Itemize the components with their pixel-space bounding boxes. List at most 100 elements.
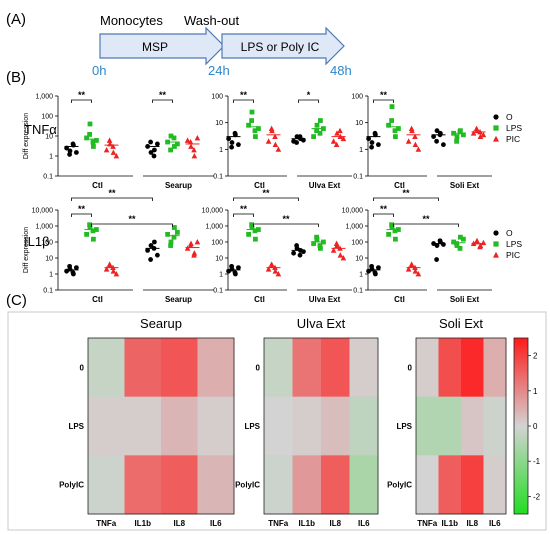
- timeline: Monocytes Wash-out MSP LPS or Poly IC 0h…: [92, 13, 352, 78]
- heatmap-cell: [88, 338, 125, 398]
- data-point: [148, 257, 154, 262]
- data-point: [67, 152, 72, 157]
- significance-label: **: [108, 188, 116, 198]
- data-point: [110, 149, 117, 155]
- data-point: [67, 263, 72, 269]
- heatmap-cell: [264, 396, 293, 456]
- data-point: [106, 137, 113, 143]
- data-point: [454, 241, 459, 246]
- significance-bracket: [91, 223, 173, 227]
- heatmap-cell: [438, 455, 462, 515]
- heatmap-cell: [349, 455, 379, 515]
- data-point: [405, 138, 412, 144]
- significance-label: **: [380, 204, 388, 214]
- heatmap-title: Searup: [140, 316, 182, 331]
- data-point: [415, 271, 422, 277]
- data-point: [175, 141, 180, 147]
- data-point: [103, 146, 110, 153]
- data-point: [184, 245, 191, 251]
- data-point: [431, 134, 436, 140]
- heatmap-soli: Soli Ext 0 LPS PolyIC TNFa IL1b IL8 IL6: [387, 316, 507, 528]
- data-point: [253, 236, 258, 242]
- heatmap-title: Soli Ext: [439, 316, 483, 331]
- data-point: [386, 231, 391, 237]
- data-point: [441, 142, 446, 148]
- data-point: [152, 239, 157, 245]
- scatter-tnf-soli: 0.1 1 10 100 Ctl Soli Ext **: [351, 90, 492, 190]
- heatmap-row-label: PolyIC: [387, 481, 412, 490]
- significance-bracket: [71, 197, 153, 201]
- significance-bracket: [373, 99, 394, 103]
- significance-bracket: [233, 213, 254, 217]
- significance-bracket: [393, 223, 459, 227]
- y-tick-label: 1: [359, 147, 363, 154]
- data-point: [477, 243, 483, 250]
- heatmap-row-label: PolyIC: [59, 481, 84, 490]
- y-tick-label: 10,000: [202, 208, 224, 215]
- y-tick-label: 0.1: [43, 288, 53, 295]
- data-point: [493, 230, 499, 236]
- data-point: [369, 263, 374, 269]
- data-point: [265, 138, 272, 144]
- y-tick-label: 1,000: [35, 94, 53, 101]
- data-point: [184, 137, 191, 143]
- colorbar: 2 1 0 -1 -2: [513, 337, 541, 515]
- x-group-label: Soli Ext: [450, 295, 480, 304]
- data-point: [168, 239, 174, 245]
- data-point: [376, 142, 381, 148]
- y-tick-label: 0.1: [213, 174, 223, 181]
- data-point: [376, 265, 381, 271]
- data-point: [155, 141, 160, 147]
- data-point: [297, 134, 303, 140]
- y-tick-label: 1,000: [205, 224, 223, 231]
- heatmap-cell: [292, 455, 322, 515]
- legend-label: PIC: [506, 134, 520, 144]
- heatmap-col-label: IL6: [489, 519, 501, 528]
- significance-label: **: [78, 90, 86, 100]
- heatmap-row-label: LPS: [68, 422, 84, 431]
- colorbar-tick-label: 2: [533, 352, 538, 361]
- data-point: [314, 122, 320, 128]
- scatter-il1b-soli: 0.1 1 10 100 1,000 10,000 Ctl Soli Ext ** ** **: [342, 188, 492, 304]
- data-point: [451, 239, 456, 245]
- data-point: [369, 144, 374, 150]
- colorbar-tick-label: 0: [533, 422, 538, 431]
- data-point: [434, 138, 439, 144]
- heatmap-col-label: IL6: [358, 519, 370, 528]
- heatmap-border: [263, 337, 379, 515]
- legend-label: O: [506, 112, 513, 122]
- x-group-label: Ctl: [254, 181, 265, 190]
- significance-bracket: [152, 99, 173, 103]
- data-point: [333, 240, 340, 246]
- heatmap-row-label: 0: [80, 363, 85, 372]
- y-tick-label: 10,000: [342, 208, 364, 215]
- data-point: [148, 243, 154, 248]
- data-point: [272, 268, 279, 274]
- x-group-label: Searup: [165, 181, 192, 190]
- y-tick-label: 1: [219, 147, 223, 154]
- scatter-tnf-searup: 0.1 1 10 100 1,000 Diff expression Ctl Searup **…: [23, 90, 214, 190]
- data-point: [434, 243, 440, 248]
- y-tick-label: 10: [355, 256, 363, 263]
- significance-label: **: [240, 90, 248, 100]
- significance-bracket: [71, 99, 92, 103]
- data-point: [113, 271, 120, 277]
- data-point: [458, 234, 463, 240]
- colorbar-tick-label: -1: [533, 457, 541, 466]
- data-point: [461, 236, 466, 242]
- heatmap-col-label: IL8: [329, 519, 341, 528]
- data-point: [249, 222, 254, 228]
- y-tick-label: 10,000: [32, 208, 54, 215]
- significance-label: **: [282, 214, 290, 224]
- data-point: [152, 147, 157, 153]
- data-point: [249, 109, 255, 115]
- heatmap-row-label: PolyIC: [235, 481, 260, 490]
- timeline-time-48h: 48h: [330, 63, 352, 78]
- colorbar-gradient: [513, 337, 529, 515]
- data-point: [393, 134, 398, 140]
- data-point: [334, 130, 340, 136]
- data-point: [275, 146, 282, 152]
